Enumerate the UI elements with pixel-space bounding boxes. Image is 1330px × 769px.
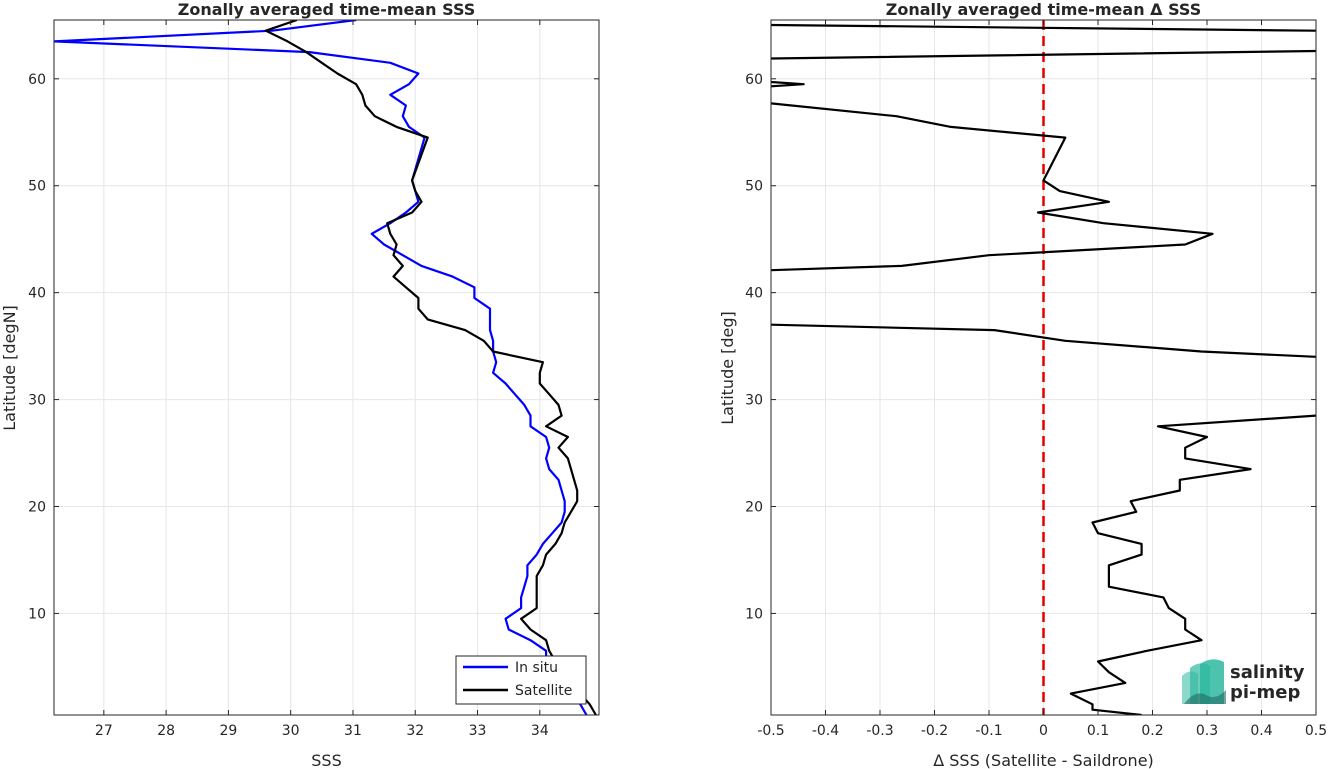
x-tick-label: -0.1 (975, 723, 1002, 739)
series-line-satellite (264, 20, 597, 715)
x-tick-label: 31 (344, 723, 362, 739)
y-tick-labels: 10 20 30 40 50 60 (28, 72, 46, 623)
x-tick-label: -0.2 (921, 723, 948, 739)
x-tick-labels: -0.5 -0.4 -0.3 -0.2 -0.1 0 0.1 0.2 0.3 0.4 0.5 (757, 723, 1327, 739)
x-tick-label: 0.3 (1196, 723, 1218, 739)
plot-area-background (54, 20, 599, 715)
plot-area-frame (53, 19, 600, 716)
legend-label-satellite: Satellite (515, 683, 572, 699)
y-axis-label: Latitude [deg] (718, 311, 737, 425)
logo-text-salinity: salinity (1230, 662, 1305, 683)
x-tick-label: 0.2 (1141, 723, 1163, 739)
series-line-delta-sss (771, 23, 1316, 715)
y-tick-label: 50 (28, 179, 46, 195)
x-tick-label: 27 (95, 723, 113, 739)
y-tick-label: 10 (28, 606, 46, 622)
y-axis-label: Latitude [degN] (0, 305, 19, 431)
x-tick-label: -0.5 (757, 723, 784, 739)
y-tick-labels: 10 20 30 40 50 60 (745, 72, 763, 623)
y-tick-label: 30 (28, 393, 46, 409)
x-tick-label: 0.5 (1305, 723, 1327, 739)
x-tick-label: 28 (157, 723, 175, 739)
wave-logo-icon (1182, 659, 1226, 704)
series-line-in-situ (54, 20, 588, 715)
logo-text-pi-mep: pi-mep (1230, 682, 1300, 703)
y-tick-label: 30 (745, 393, 763, 409)
x-tick-label: 0.1 (1087, 723, 1109, 739)
x-tick-label: -0.4 (812, 723, 839, 739)
x-axis-label: SSS (311, 751, 341, 769)
x-tick-label: 34 (531, 723, 549, 739)
x-tick-label: 32 (406, 723, 424, 739)
y-tick-label: 40 (745, 286, 763, 302)
x-axis-label: Δ SSS (Satellite - Saildrone) (933, 751, 1154, 769)
chart-title: Zonally averaged time-mean SSS (178, 0, 476, 19)
y-tick-label: 20 (745, 500, 763, 516)
legend: In situ Satellite (455, 655, 587, 705)
y-tick-label: 60 (745, 72, 763, 88)
series-lines (54, 20, 597, 715)
x-tick-label: 0.4 (1250, 723, 1272, 739)
gridlines (54, 20, 599, 715)
legend-label-insitu: In situ (515, 660, 558, 676)
chart-title: Zonally averaged time-mean Δ SSS (886, 0, 1202, 19)
axes-sss: 27 28 29 30 31 32 33 34 10 20 30 40 50 60 Zonally av… (0, 0, 600, 769)
x-tick-label: 0 (1039, 723, 1048, 739)
legend-box (455, 655, 587, 705)
y-tick-label: 40 (28, 286, 46, 302)
series-lines (771, 20, 1316, 715)
y-tick-label: 60 (28, 72, 46, 88)
x-tick-labels: 27 28 29 30 31 32 33 34 (95, 723, 549, 739)
x-tick-label: 30 (282, 723, 300, 739)
y-tick-label: 20 (28, 500, 46, 516)
tick-marks (770, 20, 1317, 715)
y-tick-label: 10 (745, 606, 763, 622)
x-tick-label: -0.3 (866, 723, 893, 739)
axes-delta-sss: -0.5 -0.4 -0.3 -0.2 -0.1 0 0.1 0.2 0.3 0.4 0.5 10 2… (718, 0, 1327, 769)
tick-marks (54, 20, 599, 715)
x-tick-label: 33 (469, 723, 487, 739)
salinity-pi-mep-logo: salinity pi-mep (1182, 659, 1305, 704)
y-tick-label: 50 (745, 179, 763, 195)
x-tick-label: 29 (219, 723, 237, 739)
